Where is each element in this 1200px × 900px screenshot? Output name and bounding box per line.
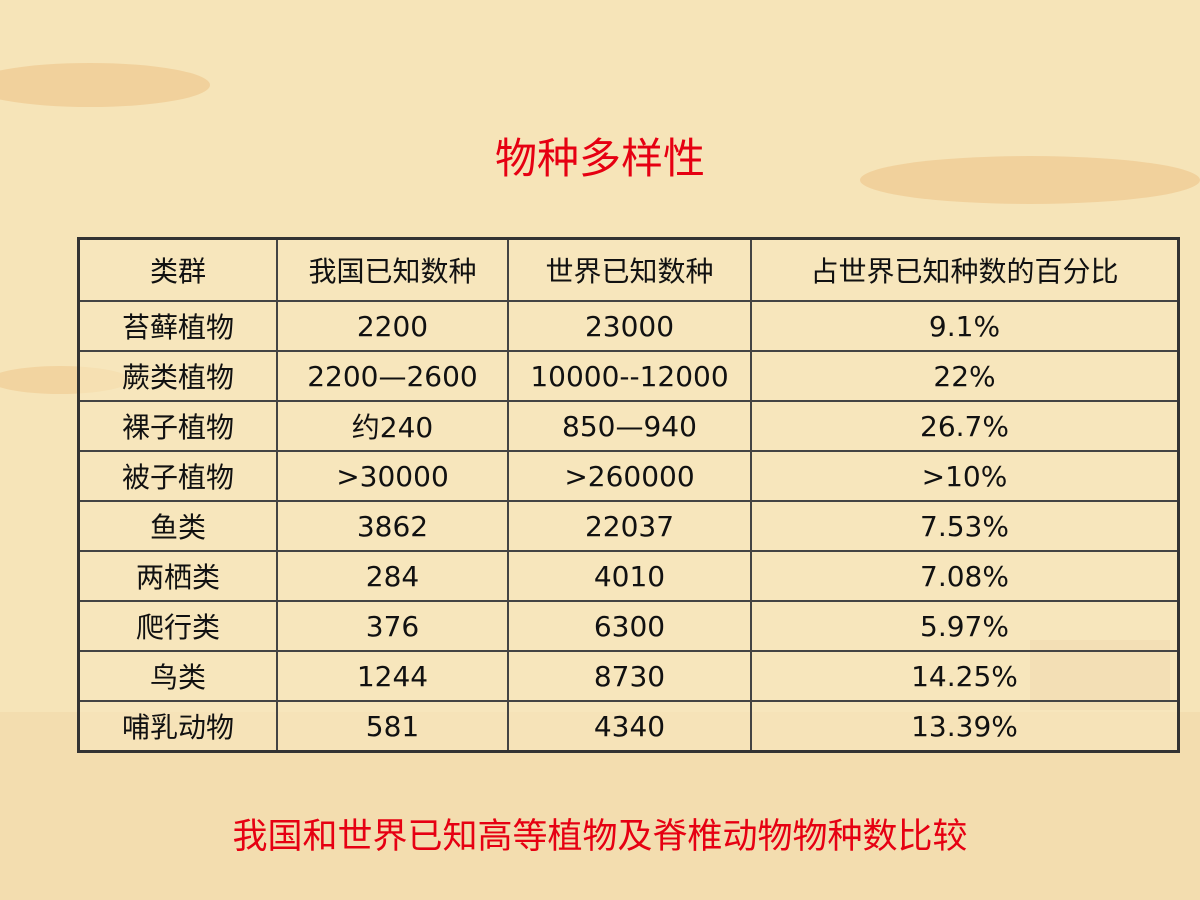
cell: 约240 [276, 400, 509, 452]
row: 蕨类植物 2200—2600 10000--12000 22% [77, 350, 1180, 402]
cell: 爬行类 [77, 600, 278, 652]
caption: 我国和世界已知高等植物及脊椎动物物种数比较 [232, 817, 968, 857]
cell: 8730 [507, 650, 752, 702]
cell: 2200 [276, 300, 509, 352]
cell: >30000 [276, 450, 509, 502]
cloud [0, 63, 210, 107]
cell: 裸子植物 [77, 400, 278, 452]
cell: 5.97% [750, 600, 1180, 652]
cell: 苔藓植物 [77, 300, 278, 352]
cell: 22037 [507, 500, 752, 552]
row: 裸子植物 约240 850—940 26.7% [77, 400, 1180, 452]
cell: 4340 [507, 700, 752, 753]
cell: 284 [276, 550, 509, 602]
cell: 10000--12000 [507, 350, 752, 402]
row: 鱼类 3862 22037 7.53% [77, 500, 1180, 552]
cell: 被子植物 [77, 450, 278, 502]
cell: >10% [750, 450, 1180, 502]
cell: 7.53% [750, 500, 1180, 552]
cell: 7.08% [750, 550, 1180, 602]
table: 类群 我国已知数种 世界已知数种 占世界已知种数的百分比 苔藓植物 2200 23000 9.… [77, 237, 1180, 753]
cell: 哺乳动物 [77, 700, 278, 753]
cell: 376 [276, 600, 509, 652]
row: 被子植物 >30000 >260000 >10% [77, 450, 1180, 502]
cell: 3862 [276, 500, 509, 552]
row: 两栖类 284 4010 7.08% [77, 550, 1180, 602]
cell: 鱼类 [77, 500, 278, 552]
row: 鸟类 1244 8730 14.25% [77, 650, 1180, 702]
title: 物种多样性 [494, 134, 705, 183]
cell: 850—940 [507, 400, 752, 452]
cell: 22% [750, 350, 1180, 402]
cell: 6300 [507, 600, 752, 652]
cell: 世界已知数种 [507, 237, 752, 302]
cell: 9.1% [750, 300, 1180, 352]
cell: 类群 [77, 237, 278, 302]
cell: 2200—2600 [276, 350, 509, 402]
cell: 23000 [507, 300, 752, 352]
row: 苔藓植物 2200 23000 9.1% [77, 300, 1180, 352]
cell: 581 [276, 700, 509, 753]
cell: 占世界已知种数的百分比 [750, 237, 1180, 302]
cell: 14.25% [750, 650, 1180, 702]
cell: >260000 [507, 450, 752, 502]
row: 哺乳动物 581 4340 13.39% [77, 700, 1180, 753]
cell: 我国已知数种 [276, 237, 509, 302]
header-row: 类群 我国已知数种 世界已知数种 占世界已知种数的百分比 [77, 237, 1180, 302]
cloud [860, 156, 1200, 204]
cell: 蕨类植物 [77, 350, 278, 402]
cell: 26.7% [750, 400, 1180, 452]
cell: 1244 [276, 650, 509, 702]
cell: 4010 [507, 550, 752, 602]
cell: 13.39% [750, 700, 1180, 753]
cell: 鸟类 [77, 650, 278, 702]
row: 爬行类 376 6300 5.97% [77, 600, 1180, 652]
cell: 两栖类 [77, 550, 278, 602]
